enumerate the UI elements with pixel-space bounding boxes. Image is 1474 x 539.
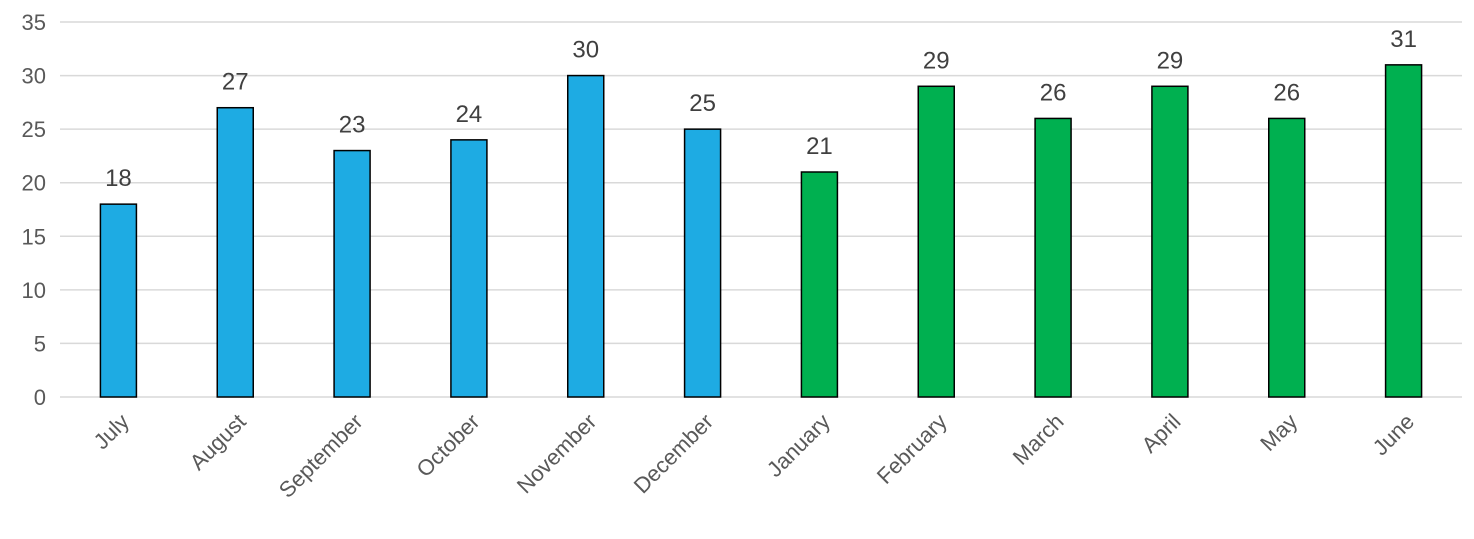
bar-november xyxy=(567,74,605,398)
y-tick-label: 20 xyxy=(22,171,46,196)
data-label-november: 30 xyxy=(572,37,599,64)
data-label-february: 29 xyxy=(923,47,950,74)
x-tick-label-october: October xyxy=(411,409,484,482)
data-label-august: 27 xyxy=(222,69,249,96)
gridlines xyxy=(60,21,1462,398)
x-tick-label-december: December xyxy=(629,409,718,498)
x-tick-label-march: March xyxy=(1008,409,1069,470)
x-tick-label-november: November xyxy=(512,409,601,498)
bar-october xyxy=(450,139,488,398)
y-tick-label: 25 xyxy=(22,117,46,142)
bar-april xyxy=(1151,85,1189,398)
bar-july xyxy=(99,203,138,398)
data-label-october: 24 xyxy=(456,101,483,128)
y-tick-label: 10 xyxy=(22,278,46,303)
data-label-january: 21 xyxy=(806,133,833,160)
bar-january xyxy=(800,171,839,398)
x-tick-label-may: May xyxy=(1255,409,1302,456)
data-label-september: 23 xyxy=(339,112,366,139)
data-label-may: 26 xyxy=(1273,79,1300,106)
bar-march xyxy=(1034,117,1072,398)
y-axis: 0 5 10 15 20 25 30 35 xyxy=(22,10,46,410)
data-label-december: 25 xyxy=(689,90,716,117)
bars xyxy=(99,64,1423,398)
data-label-april: 29 xyxy=(1157,47,1184,74)
data-labels: 18 27 23 24 30 25 21 29 26 29 26 31 xyxy=(105,26,1417,192)
bar-december xyxy=(683,128,722,398)
y-tick-label: 30 xyxy=(22,64,46,89)
y-tick-label: 5 xyxy=(34,331,46,356)
data-label-july: 18 xyxy=(105,165,132,192)
y-tick-label: 35 xyxy=(22,10,46,35)
bar-june xyxy=(1384,64,1423,398)
y-tick-label: 15 xyxy=(22,224,46,249)
data-label-march: 26 xyxy=(1040,79,1067,106)
bar-august xyxy=(216,106,254,398)
bar-september xyxy=(333,149,371,398)
y-tick-label: 0 xyxy=(34,385,46,410)
data-label-june: 31 xyxy=(1390,26,1417,53)
x-tick-label-july: July xyxy=(89,409,134,454)
bar-february xyxy=(917,85,955,398)
bar-may xyxy=(1268,117,1306,398)
x-tick-label-january: January xyxy=(762,409,835,482)
x-tick-label-august: August xyxy=(185,409,251,475)
x-tick-label-june: June xyxy=(1368,409,1419,460)
x-tick-label-september: September xyxy=(274,409,368,503)
x-tick-label-february: February xyxy=(872,409,952,489)
x-axis: July August September October November Decemb… xyxy=(89,409,1420,503)
x-tick-label-april: April xyxy=(1137,409,1186,458)
